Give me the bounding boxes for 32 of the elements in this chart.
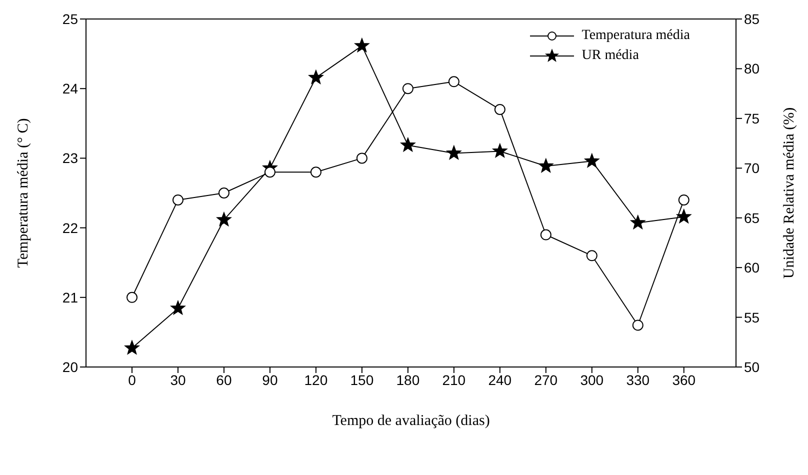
y-tick-label: 22 <box>62 220 78 236</box>
y2-tick-label: 85 <box>744 10 760 27</box>
x-tick-label: 30 <box>170 372 186 388</box>
x-tick-label: 120 <box>304 372 328 388</box>
y-tick-label: 24 <box>62 80 78 97</box>
y-tick-label: 20 <box>62 358 78 375</box>
x-tick-label: 360 <box>672 372 696 388</box>
y2-tick-label: 50 <box>744 358 760 375</box>
y2-tick-label: 70 <box>744 160 760 176</box>
x-tick-label: 0 <box>128 372 136 388</box>
x-axis-title: Tempo de avaliação (dias) <box>332 413 490 429</box>
x-tick-label: 330 <box>626 372 650 388</box>
x-tick-label: 180 <box>396 372 420 388</box>
y-tick-label: 25 <box>62 10 78 27</box>
x-tick-label: 60 <box>216 372 232 388</box>
y-tick-label: 23 <box>62 150 78 166</box>
x-tick-label: 240 <box>488 372 512 388</box>
y2-tick-label: 75 <box>744 110 760 126</box>
y2-tick-label: 60 <box>744 260 760 276</box>
x-tick-label: 210 <box>442 372 466 388</box>
legend-label: UR média <box>582 48 639 64</box>
y-tick-label: 21 <box>62 289 78 306</box>
x-tick-label: 90 <box>262 372 278 388</box>
legend-label: Temperatura média <box>582 28 690 44</box>
y2-axis-title: Unidade Relativa média (%) <box>781 107 798 279</box>
y2-tick-label: 80 <box>744 60 760 77</box>
y2-tick-label: 65 <box>744 210 760 226</box>
x-tick-label: 150 <box>350 372 374 388</box>
x-tick-label: 300 <box>580 372 604 388</box>
y2-tick-label: 55 <box>744 309 760 326</box>
y-axis-title: Temperatura média (° C) <box>15 118 32 268</box>
x-tick-label: 270 <box>534 372 558 388</box>
